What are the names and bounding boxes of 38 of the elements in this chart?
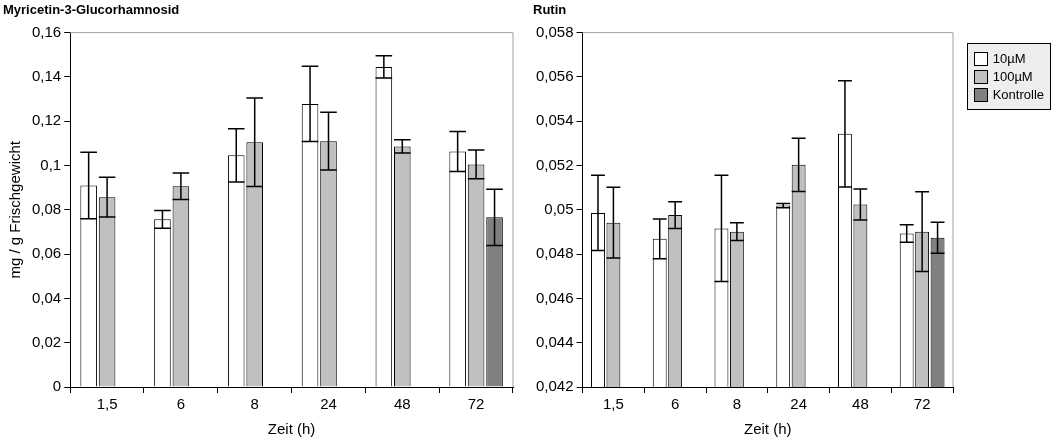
y-tick-label: 0,052 — [535, 155, 574, 173]
x-tick-label: 6 — [176, 395, 186, 413]
x-tick-label: 6 — [670, 395, 680, 413]
y-tick-label: 0,06 — [31, 244, 62, 262]
y-tick-label: 0,058 — [535, 22, 574, 40]
x-axis-title: Zeit (h) — [267, 420, 316, 438]
y-tick-label: 0,02 — [31, 332, 62, 350]
legend-label: 10µM — [992, 51, 1026, 66]
y-tick-label: 0,044 — [535, 332, 574, 350]
x-tick-label: 1,5 — [96, 395, 118, 413]
legend-label: 100µM — [992, 69, 1033, 84]
y-tick-label: 0,08 — [31, 199, 62, 217]
y-tick-label: 0,046 — [535, 288, 574, 306]
x-tick-label: 72 — [467, 395, 485, 413]
y-tick-label: 0,14 — [31, 67, 62, 85]
y-tick-label: 0,042 — [535, 377, 574, 395]
y-tick-label: 0,1 — [40, 155, 62, 173]
x-tick-label: 48 — [393, 395, 411, 413]
y-tick-label: 0,12 — [31, 111, 62, 129]
y-axis-title: mg / g Frischgewicht — [6, 140, 24, 279]
y-tick-label: 0,05 — [544, 199, 574, 217]
y-tick-label: 0 — [52, 377, 62, 395]
y-tick-label: 0,16 — [31, 22, 62, 40]
x-tick-label: 8 — [250, 395, 259, 413]
x-tick-label: 8 — [732, 395, 742, 413]
x-tick-label: 24 — [790, 395, 807, 413]
x-axis-title: Zeit (h) — [744, 420, 792, 438]
y-tick-label: 0,054 — [535, 111, 574, 129]
y-tick-label: 0,04 — [31, 288, 62, 306]
x-tick-label: 72 — [913, 395, 931, 413]
x-tick-label: 1,5 — [602, 395, 624, 413]
x-tick-label: 48 — [852, 395, 869, 413]
chart-title: Rutin — [533, 2, 567, 18]
legend-label: Kontrolle — [992, 87, 1044, 102]
x-tick-label: 24 — [320, 395, 337, 413]
y-tick-label: 0,048 — [535, 244, 574, 262]
y-tick-label: 0,056 — [535, 67, 574, 85]
chart-title: Myricetin-3-Glucorhamnosid — [3, 2, 180, 18]
